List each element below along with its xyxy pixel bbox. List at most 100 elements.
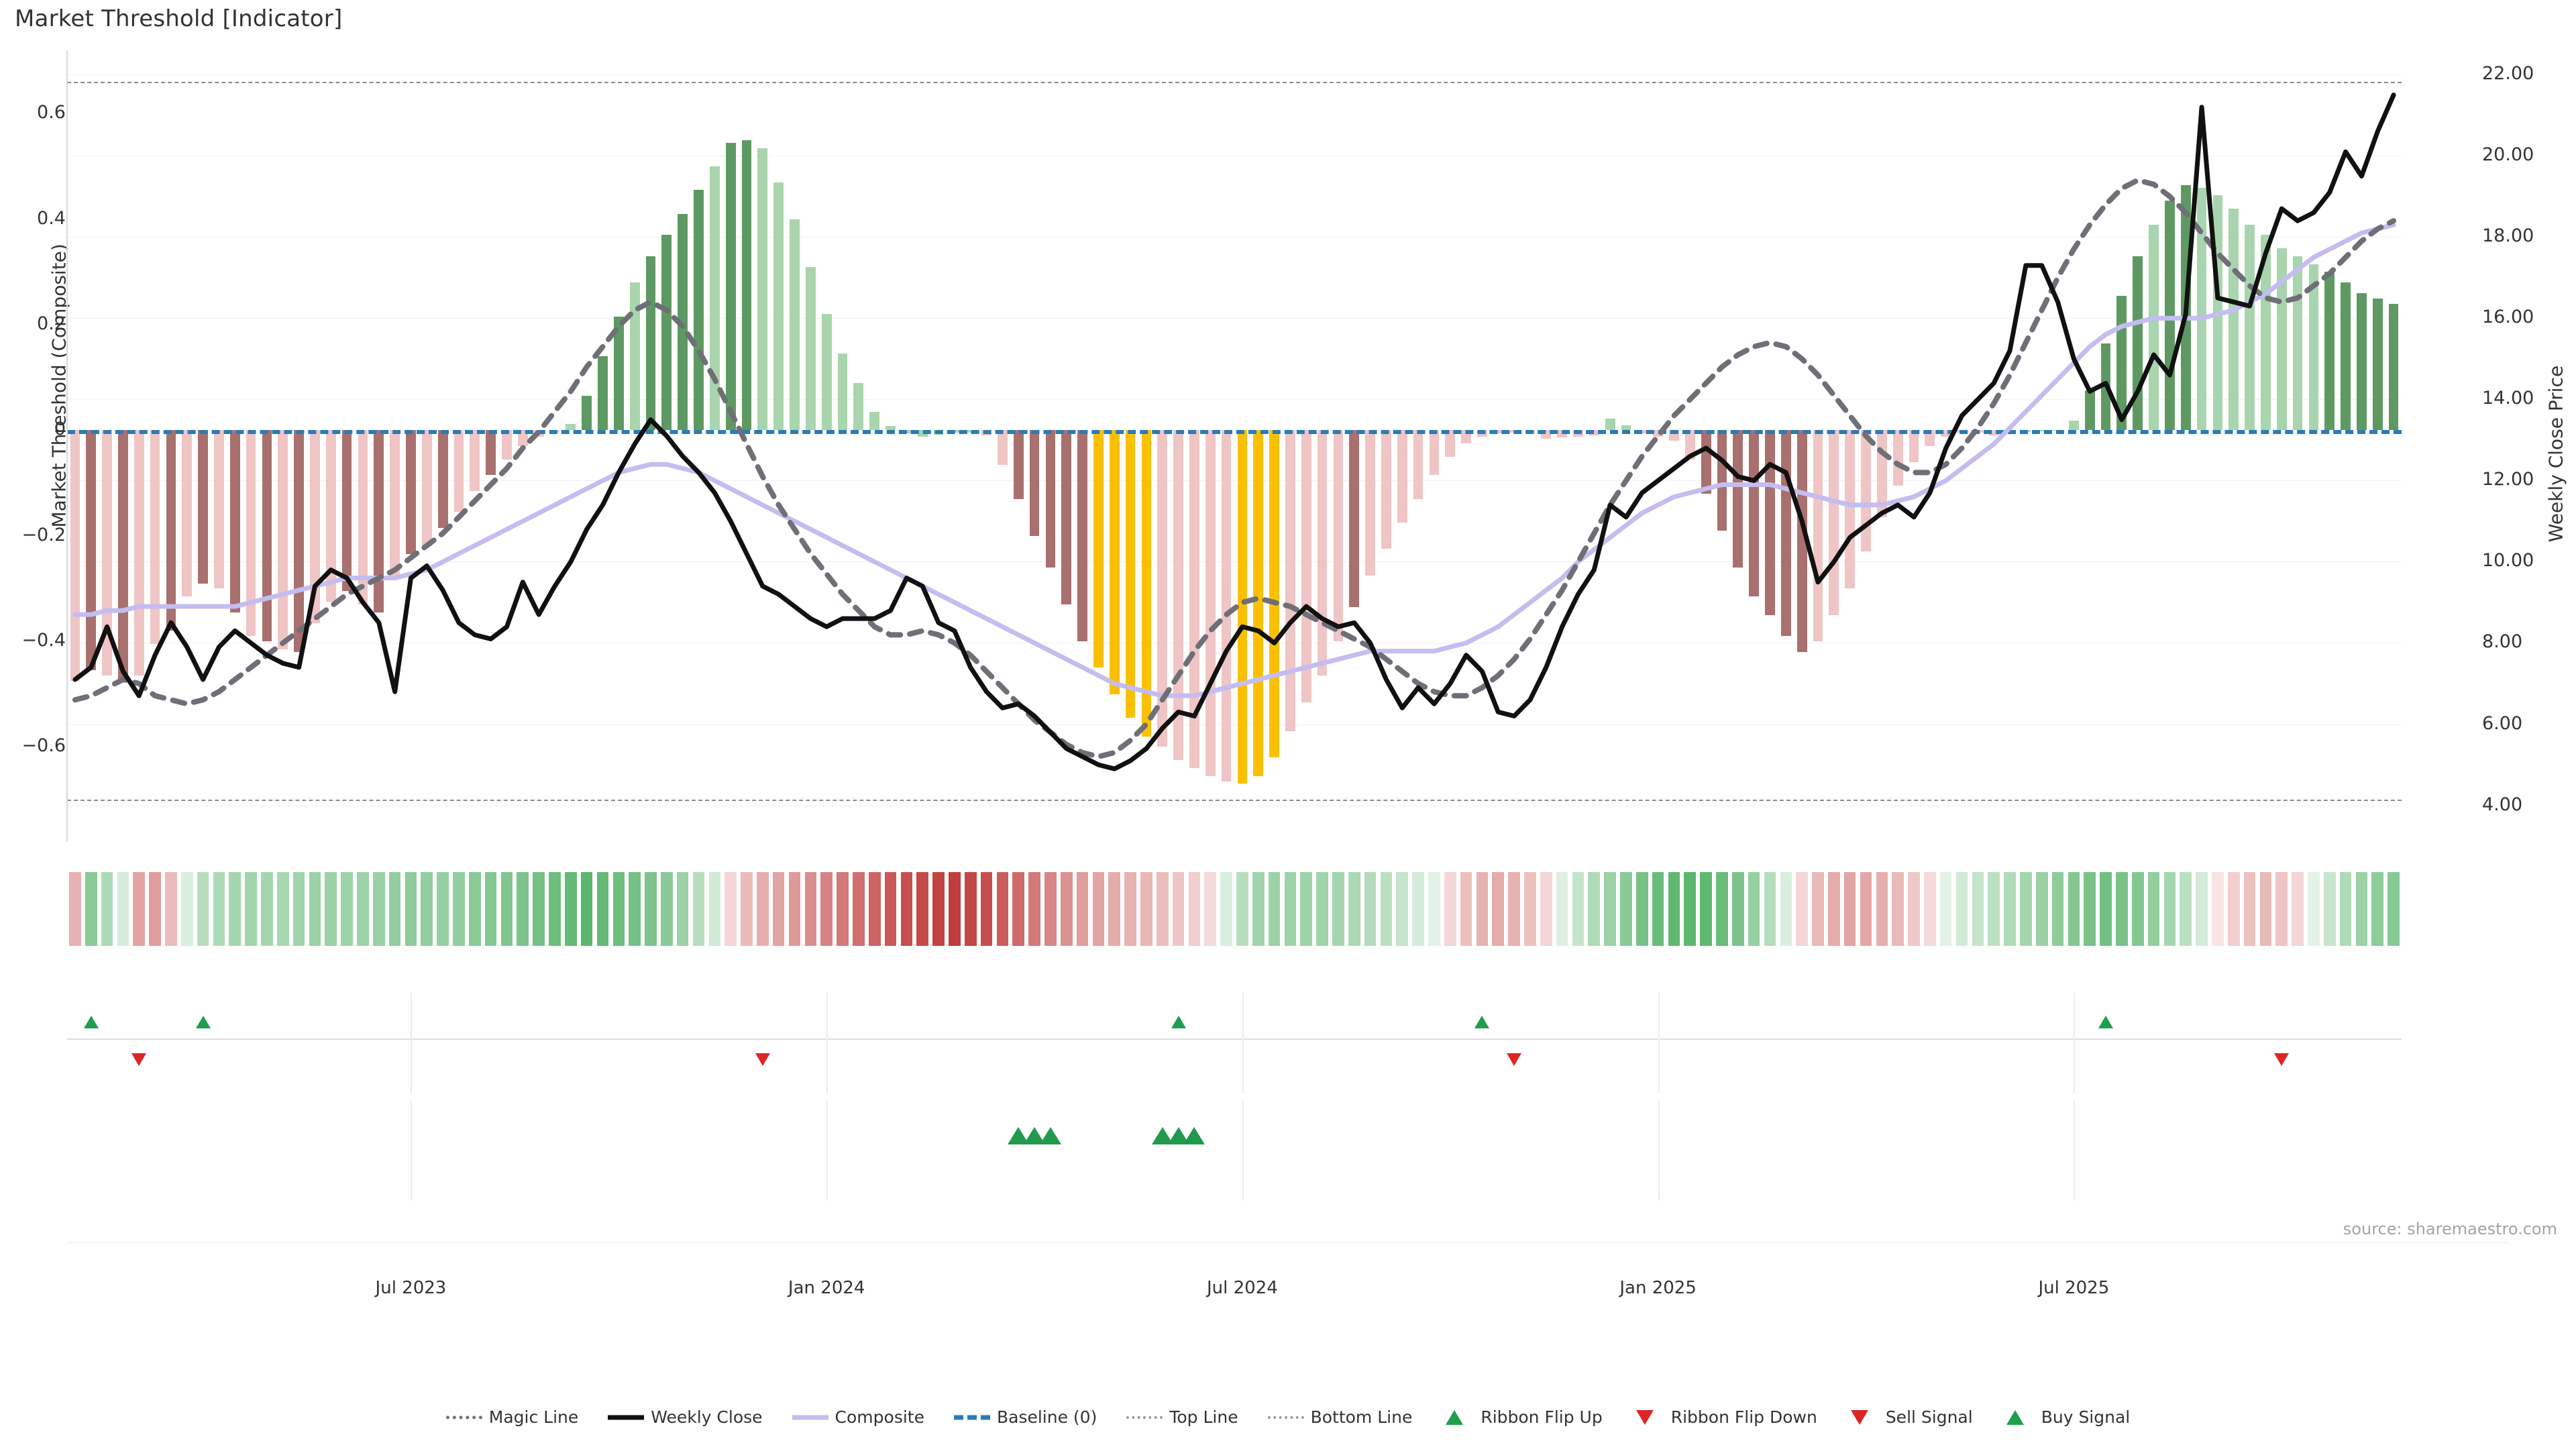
ribbon-cell [980,872,993,946]
histogram-bar [997,430,1008,465]
ribbon-cell [1556,872,1568,946]
legend-item-ribbon-flip-up[interactable]: Ribbon Flip Up [1442,1407,1603,1427]
ribbon-cell [453,872,465,946]
ribbon-cell [2004,872,2016,946]
histogram-bar [133,430,144,676]
y-tick-right: 22.00 [2482,63,2534,85]
ribbon-cell [596,872,609,946]
ribbon-cell [468,872,481,946]
histogram-bar [1684,430,1695,460]
ribbon-flip-down-marker [755,1053,770,1066]
histogram-bar [678,213,688,431]
legend-item-top-line[interactable]: Top Line [1126,1407,1238,1427]
ribbon-cell [804,872,817,946]
ribbon-cell [1268,872,1281,946]
ribbon-cell [1092,872,1105,946]
x-tick: Jul 2023 [375,1278,447,1298]
legend-line-icon [445,1415,482,1419]
ribbon-cell [580,872,593,946]
legend-item-label: Composite [835,1407,924,1427]
ribbon-cell [500,872,513,946]
y-tick-left: −0.4 [21,630,66,651]
histogram-bar [341,430,352,592]
ribbon-cell [949,872,961,946]
histogram-bar [1125,430,1136,718]
main-chart-plot-area[interactable] [67,50,2402,842]
histogram-bar [885,426,896,431]
ribbon-cell [1939,872,1952,946]
ribbon-cell [645,872,657,946]
ribbon-flip-marker-row[interactable] [67,993,2402,1093]
flip-axis-line [67,1038,2402,1040]
ribbon-cell [276,872,289,946]
ribbon-cell [1444,872,1456,946]
ribbon-cell [1124,872,1136,946]
ribbon-cell [2292,872,2304,946]
histogram-bar [709,166,720,431]
legend-item-bottom-line[interactable]: Bottom Line [1267,1407,1412,1427]
y-tick-right: 10.00 [2482,550,2534,572]
histogram-bar [229,430,240,612]
histogram-bar [1093,430,1104,668]
ribbon-cell [2051,872,2064,946]
y-tick-left: 0.4 [37,207,66,229]
ribbon-cell [2323,872,2336,946]
ribbon-cell [149,872,161,946]
ribbon-cell [1955,872,1968,946]
histogram-bar [869,411,880,431]
histogram-bar [725,142,736,431]
ribbon-heatmap-strip[interactable] [67,872,2402,946]
ribbon-cell [1236,872,1248,946]
legend-item-magic-line[interactable]: Magic Line [445,1407,579,1427]
ribbon-cell [1588,872,1601,946]
histogram-bar [1381,430,1391,549]
legend-item-sell-signal[interactable]: Sell Signal [1847,1407,1973,1427]
histogram-bar [1141,430,1152,737]
ribbon-cell [325,872,337,946]
ribbon-cell [1684,872,1697,946]
legend-item-label: Sell Signal [1885,1407,1973,1427]
histogram-bar [421,430,432,547]
histogram-bar [1829,430,1839,615]
gridline [67,399,2402,400]
ribbon-cell [1108,872,1121,946]
ribbon-cell [261,872,273,946]
legend-item-baseline-0[interactable]: Baseline (0) [953,1407,1097,1427]
ribbon-cell [2387,872,2400,946]
ribbon-cell [309,872,321,946]
histogram-bar [661,235,672,431]
legend-item-weekly-close[interactable]: Weekly Close [608,1407,763,1427]
legend-item-label: Magic Line [488,1407,579,1427]
ribbon-cell [2371,872,2384,946]
ribbon-cell [1412,872,1424,946]
histogram-bar [1765,430,1775,615]
histogram-bar [1237,430,1248,784]
page-title: Market Threshold [Indicator] [15,5,343,32]
ribbon-cell [2147,872,2160,946]
histogram-bar [2324,272,2335,431]
ribbon-cell [1668,872,1680,946]
histogram-bar [853,382,864,431]
legend-item-ribbon-flip-down[interactable]: Ribbon Flip Down [1632,1407,1817,1427]
month-separator [1242,1100,1244,1201]
buy-sell-signal-row[interactable] [67,1100,2402,1201]
ribbon-cell [1300,872,1313,946]
ribbon-cell [2131,872,2144,946]
ribbon-cell [1172,872,1185,946]
ribbon-cell [1396,872,1409,946]
histogram-bar [2149,224,2159,431]
ribbon-cell [1843,872,1856,946]
legend-line-swatch [445,1411,482,1424]
legend-item-label: Ribbon Flip Down [1670,1407,1817,1427]
ribbon-cell [1876,872,1888,946]
legend-item-composite[interactable]: Composite [792,1407,924,1427]
histogram-bar [1077,430,1087,642]
ribbon-cell [932,872,945,946]
y-tick-right: 16.00 [2482,307,2534,328]
ribbon-cell [533,872,545,946]
month-separator [411,993,413,1093]
ribbon-cell [996,872,1009,946]
ribbon-cell [229,872,241,946]
legend-item-buy-signal[interactable]: Buy Signal [2002,1407,2130,1427]
ribbon-cell [900,872,913,946]
